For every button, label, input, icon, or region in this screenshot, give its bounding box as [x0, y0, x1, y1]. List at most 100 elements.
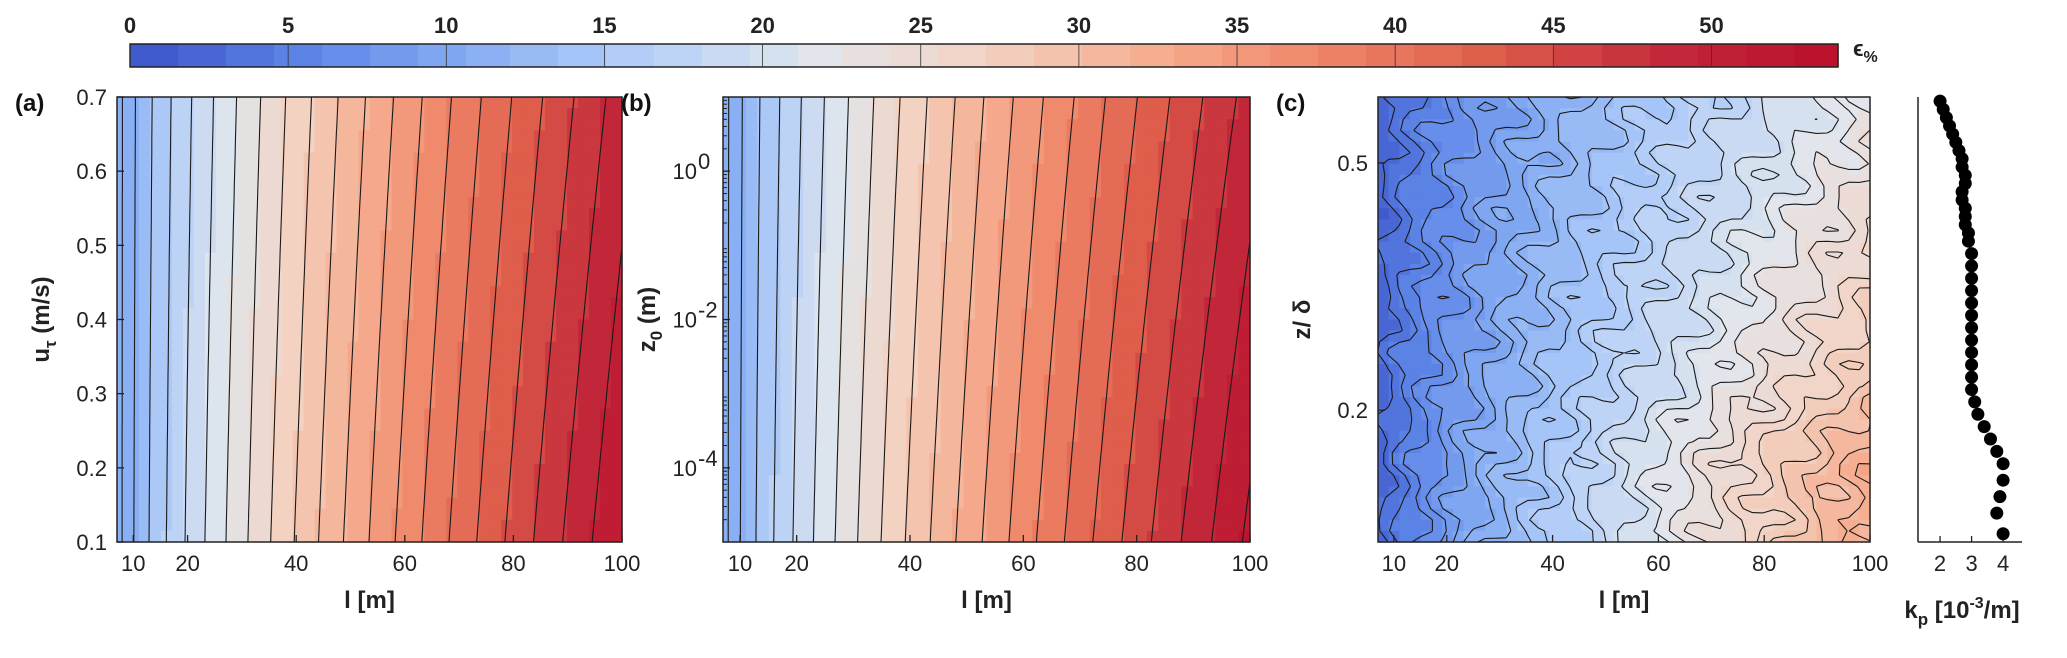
- contour-fill-cell: [1032, 375, 1045, 387]
- contour-fill-cell: [757, 163, 770, 176]
- colorbar-segment: [506, 44, 511, 67]
- contour-fill-cell: [1752, 186, 1764, 198]
- contour-fill-cell: [1158, 186, 1171, 198]
- contour-fill-cell: [567, 319, 579, 332]
- contour-fill-cell: [894, 530, 907, 543]
- contour-fill-cell: [567, 364, 579, 376]
- contour-fill-cell: [1656, 152, 1668, 165]
- contour-fill-cell: [1009, 230, 1022, 243]
- contour-fill-cell: [1009, 352, 1022, 365]
- contour-fill-cell: [1656, 97, 1668, 109]
- contour-fill-cell: [149, 241, 162, 254]
- contour-fill-cell: [894, 453, 907, 465]
- contour-fill-cell: [117, 508, 129, 521]
- contour-fill-cell: [1452, 108, 1465, 120]
- contour-fill-cell: [940, 252, 953, 265]
- contour-fill-cell: [314, 341, 327, 354]
- contour-fill-cell: [975, 275, 988, 287]
- contour-fill-cell: [303, 97, 316, 109]
- contour-fill-cell: [380, 130, 393, 143]
- contour-fill-cell: [929, 297, 942, 309]
- contour-fill-cell: [545, 319, 557, 332]
- contour-fill-cell: [1135, 297, 1148, 309]
- colorbar-segment: [414, 44, 419, 67]
- contour-fill-cell: [1431, 241, 1443, 254]
- contour-fill-cell: [545, 530, 557, 543]
- colorbar-segment: [790, 44, 795, 67]
- x-axis-label: l [m]: [344, 587, 395, 614]
- contour-fill-cell: [1112, 197, 1125, 209]
- contour-fill-cell: [1517, 108, 1529, 120]
- contour-fill-cell: [917, 230, 930, 243]
- contour-fill-cell: [611, 263, 623, 276]
- contour-fill-cell: [325, 419, 338, 432]
- contour-fill-cell: [534, 241, 546, 254]
- contour-fill-cell: [567, 530, 579, 543]
- contour-fill-cell: [1634, 163, 1646, 176]
- contour-fill-cell: [611, 241, 623, 254]
- contour-fill-cell: [745, 464, 758, 476]
- contour-fill-cell: [1474, 186, 1486, 198]
- contour-fill-cell: [424, 530, 436, 543]
- contour-fill-cell: [860, 397, 873, 410]
- contour-fill-cell: [1009, 430, 1022, 443]
- contour-fill-cell: [479, 486, 491, 499]
- contour-fill-cell: [369, 530, 382, 543]
- contour-fill-cell: [1135, 186, 1148, 198]
- contour-fill-cell: [1169, 397, 1182, 410]
- contour-fill-cell: [837, 430, 850, 443]
- contour-fill-cell: [1848, 219, 1860, 232]
- contour-fill-cell: [1645, 152, 1657, 165]
- colorbar-segment: [578, 44, 583, 67]
- contour-fill-cell: [314, 119, 327, 131]
- contour-fill-cell: [768, 252, 781, 265]
- contour-fill-cell: [894, 497, 907, 510]
- contour-fill-cell: [768, 375, 781, 387]
- contour-fill-cell: [215, 430, 228, 443]
- contour-fill-cell: [1591, 186, 1604, 198]
- y-axis-label: z0 (m): [634, 287, 666, 352]
- contour-fill-cell: [1795, 219, 1807, 232]
- contour-fill-cell: [1192, 453, 1205, 465]
- contour-fill-cell: [1741, 108, 1753, 120]
- contour-fill-cell: [215, 286, 228, 298]
- contour-fill-cell: [358, 208, 371, 220]
- colorbar-segment: [1214, 44, 1219, 67]
- contour-fill-cell: [826, 108, 839, 120]
- contour-fill-cell: [1452, 141, 1465, 154]
- contour-fill-cell: [860, 119, 873, 131]
- contour-fill-cell: [171, 219, 184, 232]
- contour-fill-cell: [1158, 119, 1171, 131]
- contour-fill-cell: [997, 241, 1011, 254]
- contour-fill-cell: [917, 97, 930, 109]
- contour-fill-cell: [1135, 141, 1148, 154]
- contour-fill-cell: [1192, 230, 1205, 243]
- contour-fill-cell: [281, 530, 294, 543]
- contour-fill-cell: [138, 430, 151, 443]
- contour-fill-cell: [849, 252, 862, 265]
- contour-fill-cell: [1656, 119, 1668, 131]
- contour-fill-cell: [757, 208, 770, 220]
- contour-fill-cell: [402, 186, 415, 198]
- contour-fill-cell: [1043, 453, 1056, 465]
- contour-fill-cell: [1192, 364, 1205, 376]
- contour-fill-cell: [347, 397, 360, 410]
- contour-fill-cell: [325, 308, 338, 321]
- colorbar-segment: [1706, 44, 1711, 67]
- contour-fill-cell: [883, 208, 896, 220]
- contour-fill-cell: [490, 230, 502, 243]
- contour-fill-cell: [1795, 152, 1807, 165]
- contour-fill-cell: [826, 275, 839, 287]
- colorbar-segment: [874, 44, 879, 67]
- contour-fill-cell: [567, 174, 579, 187]
- contour-fill-cell: [1238, 453, 1251, 465]
- contour-fill-cell: [1055, 308, 1068, 321]
- contour-fill-cell: [1752, 119, 1764, 131]
- contour-fill-cell: [248, 141, 261, 154]
- contour-fill-cell: [380, 186, 393, 198]
- contour-fill-cell: [906, 286, 919, 298]
- contour-fill-cell: [917, 430, 930, 443]
- contour-fill-cell: [1656, 186, 1668, 198]
- contour-fill-cell: [1484, 263, 1497, 276]
- contour-fill-cell: [369, 486, 382, 499]
